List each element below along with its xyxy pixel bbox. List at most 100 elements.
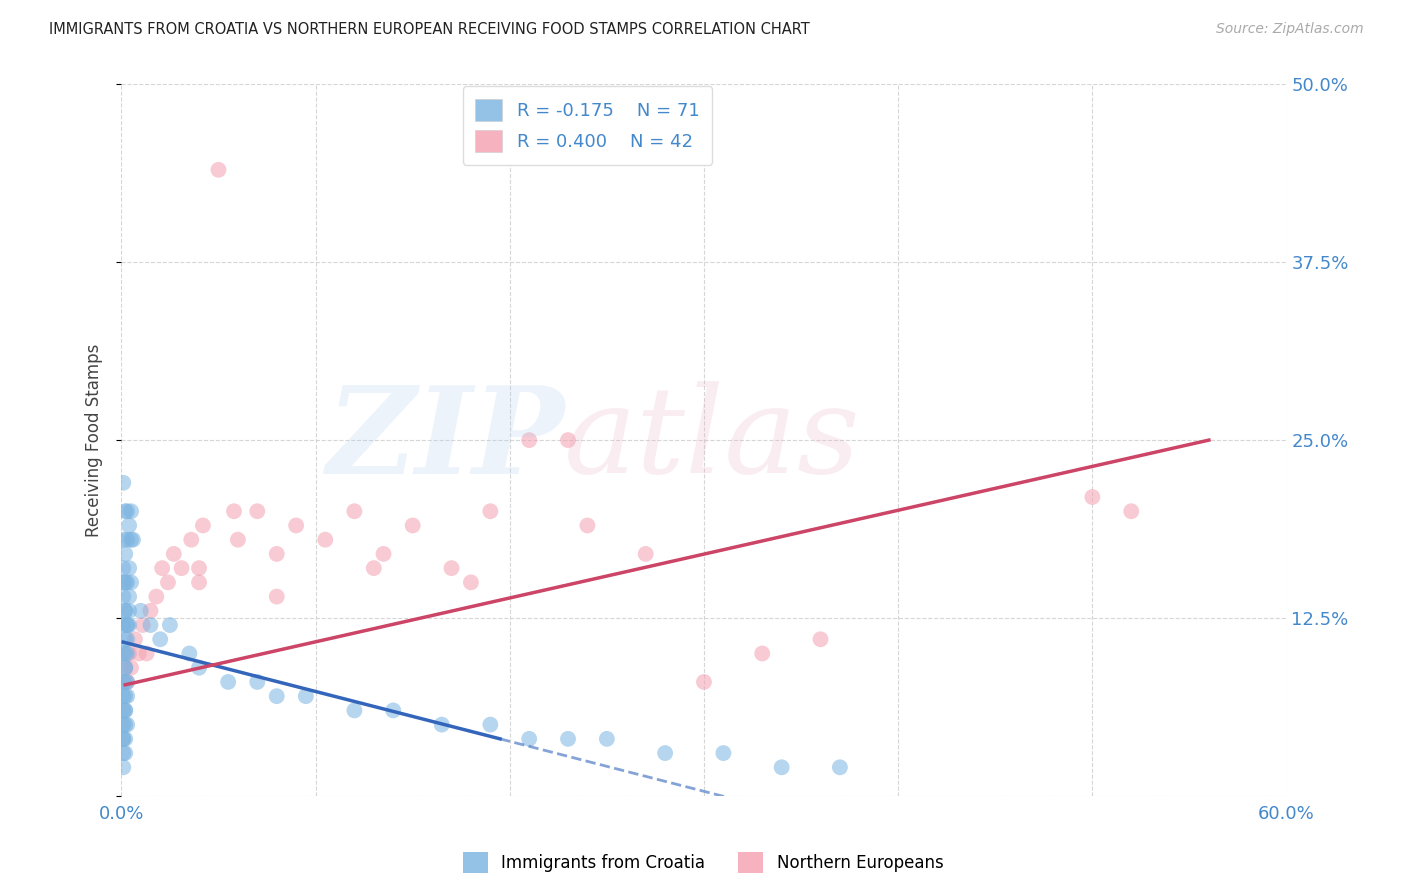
Text: atlas: atlas <box>564 382 860 499</box>
Point <box>295 689 318 703</box>
Point <box>114 703 136 717</box>
Point <box>770 760 793 774</box>
Point <box>112 475 135 490</box>
Point <box>132 618 155 632</box>
Point <box>634 547 657 561</box>
Point <box>596 731 619 746</box>
Point <box>112 703 135 717</box>
Point <box>188 661 211 675</box>
Point <box>112 533 135 547</box>
Point <box>118 618 141 632</box>
Point <box>150 561 173 575</box>
Point <box>479 504 502 518</box>
Point <box>118 590 141 604</box>
Point <box>557 731 579 746</box>
Point <box>266 547 288 561</box>
Point <box>246 675 269 690</box>
Point <box>226 533 249 547</box>
Point <box>112 717 135 731</box>
Point <box>654 746 676 760</box>
Point <box>343 504 366 518</box>
Point <box>120 504 142 518</box>
Point <box>159 618 181 632</box>
Point <box>693 675 716 690</box>
Point <box>363 561 385 575</box>
Point <box>266 689 288 703</box>
Point <box>114 661 136 675</box>
Text: ZIP: ZIP <box>326 381 564 500</box>
Point <box>118 561 141 575</box>
Point <box>114 731 136 746</box>
Point <box>114 604 136 618</box>
Point <box>246 504 269 518</box>
Point <box>115 575 138 590</box>
Point <box>149 632 172 647</box>
Point <box>120 661 142 675</box>
Point <box>112 731 135 746</box>
Point <box>810 632 832 647</box>
Point <box>115 717 138 731</box>
Point <box>285 518 308 533</box>
Point <box>112 575 135 590</box>
Point <box>139 604 162 618</box>
Point <box>112 618 135 632</box>
Point <box>217 675 239 690</box>
Point <box>373 547 395 561</box>
Point <box>115 533 138 547</box>
Point <box>460 575 482 590</box>
Point <box>188 561 211 575</box>
Point <box>156 575 179 590</box>
Point <box>576 518 599 533</box>
Point <box>114 689 136 703</box>
Point <box>114 661 136 675</box>
Point <box>179 647 201 661</box>
Point <box>112 647 135 661</box>
Point <box>139 618 162 632</box>
Legend: R = -0.175    N = 71, R = 0.400    N = 42: R = -0.175 N = 71, R = 0.400 N = 42 <box>463 87 713 165</box>
Text: IMMIGRANTS FROM CROATIA VS NORTHERN EUROPEAN RECEIVING FOOD STAMPS CORRELATION C: IMMIGRANTS FROM CROATIA VS NORTHERN EURO… <box>49 22 810 37</box>
Point <box>114 604 136 618</box>
Point <box>135 647 157 661</box>
Point <box>207 162 229 177</box>
Legend: Immigrants from Croatia, Northern Europeans: Immigrants from Croatia, Northern Europe… <box>456 846 950 880</box>
Point <box>112 561 135 575</box>
Point <box>112 760 135 774</box>
Point <box>1121 504 1143 518</box>
Point <box>112 731 135 746</box>
Point <box>343 703 366 717</box>
Point <box>191 518 214 533</box>
Point <box>170 561 193 575</box>
Point <box>115 689 138 703</box>
Point <box>114 632 136 647</box>
Point <box>118 518 141 533</box>
Point <box>115 675 138 690</box>
Point <box>112 675 135 690</box>
Point <box>188 575 211 590</box>
Point <box>129 604 152 618</box>
Y-axis label: Receiving Food Stamps: Receiving Food Stamps <box>86 343 103 537</box>
Point <box>114 647 136 661</box>
Point <box>112 746 135 760</box>
Point <box>122 533 145 547</box>
Point <box>115 618 138 632</box>
Point <box>114 717 136 731</box>
Point <box>402 518 425 533</box>
Point <box>124 632 146 647</box>
Point <box>382 703 405 717</box>
Point <box>557 433 579 447</box>
Point <box>479 717 502 731</box>
Point <box>828 760 851 774</box>
Point <box>118 604 141 618</box>
Point <box>120 575 142 590</box>
Point <box>115 504 138 518</box>
Point <box>115 675 138 690</box>
Text: Source: ZipAtlas.com: Source: ZipAtlas.com <box>1216 22 1364 37</box>
Point <box>115 647 138 661</box>
Point <box>180 533 202 547</box>
Point <box>430 717 453 731</box>
Point <box>128 647 150 661</box>
Point <box>751 647 773 661</box>
Point <box>114 661 136 675</box>
Point <box>440 561 463 575</box>
Point <box>266 590 288 604</box>
